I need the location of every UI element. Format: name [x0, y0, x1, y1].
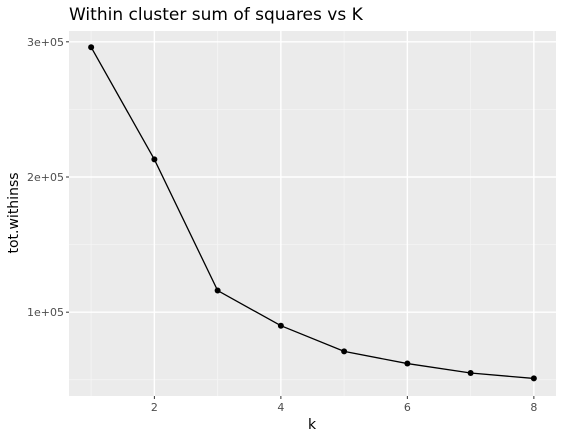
- x-tick-label: 4: [277, 401, 284, 414]
- y-axis-title: tot.withinss: [6, 172, 22, 253]
- y-tick-label: 2e+05: [27, 171, 64, 184]
- plot-panel: [69, 31, 556, 396]
- data-point: [404, 361, 410, 367]
- data-point: [531, 375, 537, 381]
- data-point: [215, 288, 221, 294]
- data-point: [468, 370, 474, 376]
- data-point: [151, 156, 157, 162]
- y-axis: 1e+05 2e+05 3e+05: [27, 36, 69, 319]
- x-axis-title: k: [308, 417, 317, 433]
- data-point: [88, 44, 94, 50]
- x-axis: 2 4 6 8: [151, 396, 537, 414]
- data-point: [278, 323, 284, 329]
- y-tick-label: 1e+05: [27, 306, 64, 319]
- data-point: [341, 348, 347, 354]
- x-tick-label: 6: [404, 401, 411, 414]
- chart-title: Within cluster sum of squares vs K: [69, 5, 364, 25]
- x-tick-label: 2: [151, 401, 158, 414]
- y-tick-label: 3e+05: [27, 36, 64, 49]
- x-tick-label: 8: [530, 401, 537, 414]
